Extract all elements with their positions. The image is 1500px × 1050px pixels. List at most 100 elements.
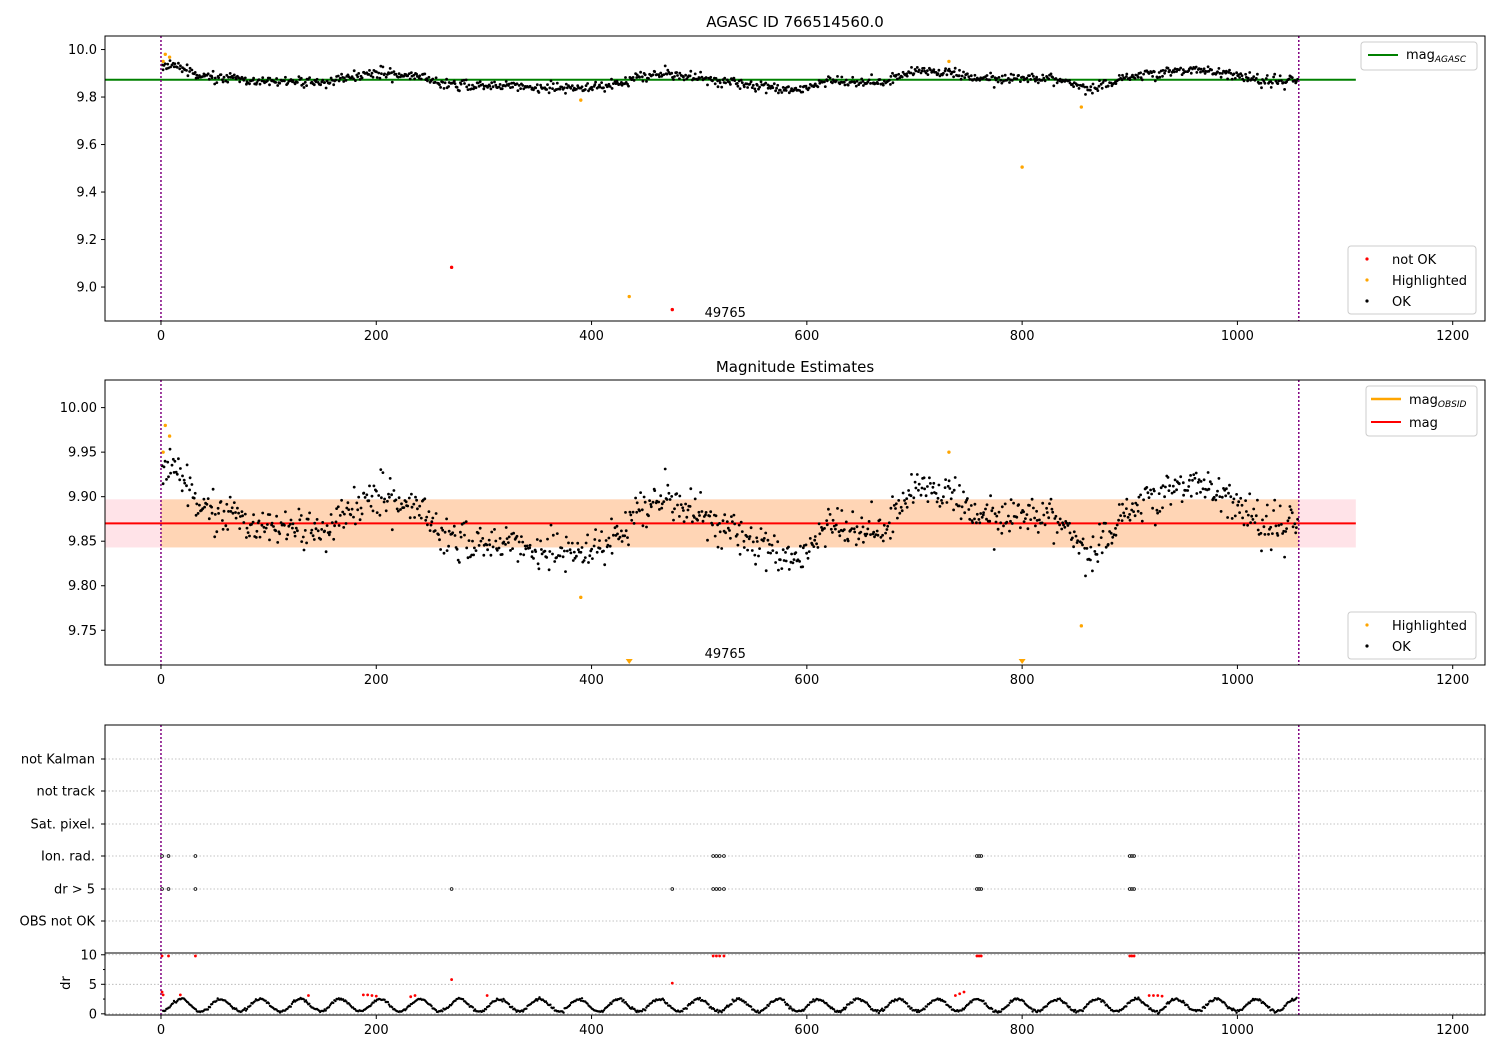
magnitude-ok-point [1055, 531, 1059, 534]
magnitude-ok-point [1227, 491, 1230, 495]
agasc-ok-point [846, 83, 850, 87]
magnitude-ok-point [1136, 509, 1140, 513]
flags-point [711, 887, 715, 891]
magnitude-ok-point [294, 526, 298, 530]
magnitude-ok-point [772, 534, 776, 538]
magnitude-ok-point [1058, 523, 1061, 527]
agasc-highlighted-point [947, 59, 951, 64]
magnitude-ok-point [999, 521, 1003, 525]
agasc-ok-point [784, 89, 788, 92]
magnitude-axes-frame [104, 379, 1486, 666]
agasc-ok-point [889, 75, 893, 78]
agasc-ok-point [591, 88, 594, 92]
magnitude-ok-point [1099, 536, 1103, 539]
agasc-ok-point [1085, 85, 1089, 89]
agasc-ok-point [1022, 75, 1025, 79]
agasc-ok-point [1248, 71, 1252, 74]
magnitude-ok-point [306, 517, 310, 521]
agasc-highlighted-point [1079, 105, 1084, 109]
agasc-ok-point [689, 69, 693, 73]
agasc-ok-point [1157, 71, 1161, 74]
magnitude-ok-point [1207, 487, 1211, 491]
magnitude-ok-point [1050, 507, 1054, 511]
agasc-ok-point [500, 87, 504, 91]
magnitude-ok-point [1250, 514, 1254, 518]
dr-ok-point [783, 1001, 787, 1004]
magnitude-ok-point [1029, 518, 1033, 521]
magnitude-ok-point [590, 547, 594, 551]
magnitude-ok-point [758, 547, 761, 550]
flags-point [975, 887, 979, 891]
magnitude-ok-point [1155, 508, 1159, 512]
agasc-ok-point [378, 76, 382, 80]
magnitude-ok-point [240, 510, 244, 513]
agasc-ok-point [426, 79, 429, 83]
dr-ok-point [391, 1006, 394, 1009]
magnitude-ok-point [396, 509, 400, 513]
magnitude-ok-point [920, 486, 924, 490]
magnitude-ok-point [329, 513, 333, 516]
agasc-ok-point [1043, 79, 1047, 83]
agasc-ok-point [383, 72, 386, 76]
agasc-ok-point [630, 78, 634, 81]
agasc-highlighted-point [163, 52, 167, 56]
dr-ok-point [500, 998, 503, 1001]
magnitude-ok-point [1263, 533, 1267, 536]
magnitude-ok-point [1128, 518, 1132, 522]
agasc-ok-point [467, 83, 471, 87]
agasc-ok-point [759, 80, 763, 84]
magnitude-ok-point [355, 501, 359, 505]
magnitude-ok-point [782, 559, 786, 562]
agasc-ok-point [423, 72, 427, 76]
magnitude-ok-point [843, 539, 847, 542]
agasc-x-tick-label: 800 [1010, 329, 1035, 344]
magnitude-ok-point [192, 496, 196, 500]
magnitude-ok-point [679, 503, 683, 506]
agasc-ok-point [912, 72, 916, 75]
agasc-ok-point [549, 79, 553, 83]
flags-point [1130, 887, 1134, 891]
magnitude-ok-point [378, 513, 382, 517]
magnitude-ok-point [356, 508, 360, 512]
dr-ok-point [1234, 1009, 1237, 1012]
agasc-ok-point [412, 73, 416, 77]
magnitude-ok-point [894, 507, 897, 510]
magnitude-ok-point [333, 524, 336, 528]
magnitude-ok-point [1236, 503, 1240, 507]
magnitude-ok-point [473, 546, 476, 550]
agasc-ok-point [488, 84, 492, 88]
agasc-ok-point [570, 84, 574, 88]
agasc-ok-point [659, 71, 663, 75]
agasc-ok-point [1164, 69, 1167, 73]
magnitude-ok-point [738, 552, 742, 556]
magnitude-ok-point [838, 534, 842, 538]
magnitude-ok-point [206, 497, 210, 500]
magnitude-ok-point [182, 478, 186, 482]
agasc-ok-point [1117, 74, 1121, 77]
agasc-ok-point [195, 73, 199, 77]
agasc-ok-point [217, 76, 221, 80]
magnitude-ok-point [912, 496, 916, 500]
magnitude-ok-point [894, 502, 898, 506]
flags-point [160, 854, 164, 858]
dr-flagged-point [711, 954, 715, 958]
agasc-y-tick-label: 9.2 [76, 233, 97, 248]
agasc-ok-point [963, 76, 967, 79]
dr-flagged-point [178, 993, 182, 997]
magnitude-ok-point [882, 523, 886, 527]
magnitude-ok-point [1109, 531, 1113, 535]
agasc-ok-point [1158, 75, 1162, 79]
agasc-ok-point [275, 77, 278, 80]
flags-point [714, 887, 719, 891]
magnitude-ok-point [170, 463, 174, 467]
magnitude-ok-point [780, 567, 784, 570]
agasc-ok-point [676, 74, 679, 77]
agasc-ok-point [1114, 82, 1118, 85]
agasc-ok-point [901, 70, 905, 74]
agasc-ok-point [959, 77, 963, 81]
magnitude-ok-point [940, 499, 943, 502]
magnitude-ok-point [991, 506, 995, 510]
magnitude-ok-point [347, 508, 351, 511]
agasc-ok-point [1089, 85, 1093, 89]
magnitude-ok-point [853, 530, 857, 534]
